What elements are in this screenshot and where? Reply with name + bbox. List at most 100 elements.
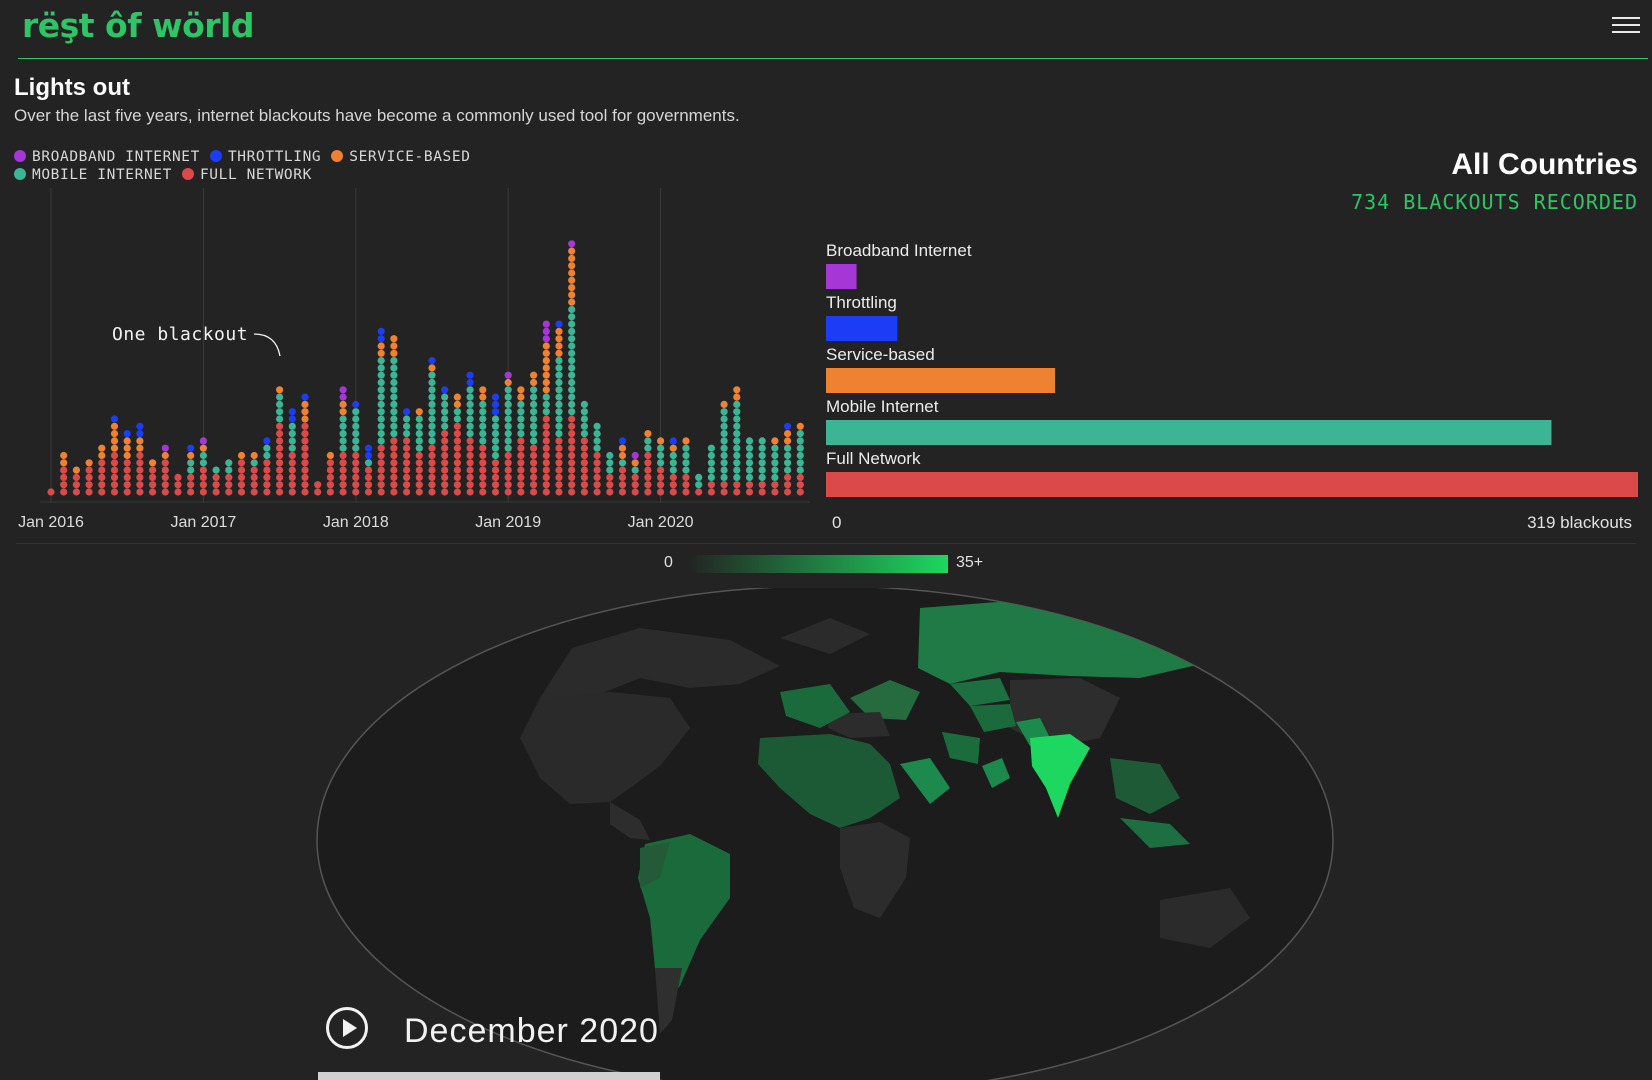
blackout-dot xyxy=(707,488,716,496)
blackout-dot xyxy=(301,459,309,467)
blackout-dot xyxy=(415,437,423,445)
blackout-dot xyxy=(733,488,741,496)
blackout-dot xyxy=(542,466,550,474)
blackout-dot xyxy=(276,481,284,489)
blackout-dot xyxy=(441,386,449,394)
blackout-dot xyxy=(364,459,373,467)
blackout-dot xyxy=(390,378,398,387)
blackout-dot xyxy=(453,422,461,430)
country-europe-west xyxy=(828,712,890,738)
blackout-dot xyxy=(669,451,677,460)
blackout-dot xyxy=(326,459,334,467)
country-algeria xyxy=(780,684,850,728)
blackout-dot xyxy=(644,430,652,438)
blackout-dot xyxy=(504,400,512,408)
blackout-dot xyxy=(644,481,652,489)
blackout-dot xyxy=(288,473,296,481)
blackout-dot xyxy=(745,437,754,445)
blackout-dot xyxy=(110,451,119,460)
blackout-dot xyxy=(542,459,550,467)
blackout-dot xyxy=(161,466,169,474)
legend-item[interactable]: MOBILE INTERNET xyxy=(14,166,172,184)
blackout-dot xyxy=(428,473,436,481)
blackout-dot xyxy=(796,444,804,452)
blackout-dot xyxy=(212,488,220,496)
blackout-dot xyxy=(542,386,550,394)
blackout-dot xyxy=(568,342,576,350)
blackout-dot xyxy=(428,386,436,394)
blackout-dot xyxy=(110,415,119,423)
blackout-dot xyxy=(568,313,576,321)
blackout-dot xyxy=(390,451,398,460)
legend-item[interactable]: SERVICE-BASED xyxy=(331,148,470,166)
blackout-dot xyxy=(555,393,563,401)
bar-axis-max-label: 319 blackouts xyxy=(1527,513,1632,532)
blackout-dot xyxy=(555,466,563,474)
blackout-dot xyxy=(403,422,411,430)
blackout-dot xyxy=(517,488,525,496)
blackout-dot xyxy=(225,481,233,489)
legend-item[interactable]: BROADBAND INTERNET xyxy=(14,148,200,166)
blackout-dot xyxy=(504,444,512,452)
blackout-dot xyxy=(580,400,589,408)
blackout-dot xyxy=(542,349,550,357)
blackout-dot xyxy=(441,422,449,430)
blackout-dot xyxy=(593,444,601,452)
blackout-dot xyxy=(784,466,792,474)
blackout-dot xyxy=(339,451,347,460)
blackout-dot xyxy=(580,473,589,481)
blackout-dot xyxy=(199,437,207,445)
blackout-dot xyxy=(644,459,652,467)
blackout-dot xyxy=(390,415,398,423)
blackout-dot xyxy=(733,408,741,416)
blackout-dot xyxy=(568,284,576,292)
blackout-dot xyxy=(415,466,423,474)
blackout-dot xyxy=(555,473,563,481)
blackout-dot xyxy=(352,473,360,481)
bar xyxy=(826,264,857,289)
blackout-dot xyxy=(758,473,766,481)
blackout-dot xyxy=(441,481,449,489)
blackout-dot xyxy=(301,400,309,408)
blackout-dot xyxy=(301,488,309,496)
blackout-dot xyxy=(530,459,538,467)
blackout-dot xyxy=(276,408,284,416)
timeline-progress-bar[interactable] xyxy=(318,1072,660,1080)
hamburger-menu-icon[interactable] xyxy=(1612,17,1640,37)
blackout-dot xyxy=(403,430,411,438)
x-tick-label: Jan 2019 xyxy=(475,514,541,531)
blackout-dot xyxy=(263,466,271,474)
blackout-dot xyxy=(568,422,576,430)
site-logo[interactable]: rëşt ôf wörld xyxy=(22,6,254,45)
monthly-dot-chart: Jan 2016 Jan 2017 Jan 2018 Jan 2019 Jan 2020… xyxy=(18,188,810,531)
country-arabia xyxy=(942,732,980,764)
blackout-dot xyxy=(136,444,144,452)
legend-item[interactable]: THROTTLING xyxy=(209,148,321,166)
blackout-dot xyxy=(682,481,690,489)
blackout-dot xyxy=(288,459,296,467)
world-map[interactable] xyxy=(310,588,1340,1080)
blackout-dot xyxy=(796,437,804,445)
blackout-dot xyxy=(618,488,627,496)
blackout-dot xyxy=(364,473,373,481)
blackout-dot xyxy=(631,451,639,460)
blackout-dot xyxy=(644,473,652,481)
blackout-dot xyxy=(136,459,144,467)
blackout-dot xyxy=(466,408,474,416)
scale-min-label: 0 xyxy=(664,554,673,571)
legend-item[interactable]: FULL NETWORK xyxy=(181,166,312,184)
blackout-dot xyxy=(339,437,347,445)
blackout-dot xyxy=(466,400,474,408)
blackout-dot xyxy=(276,459,284,467)
legend-dot-icon xyxy=(181,168,194,180)
play-button[interactable] xyxy=(326,1007,368,1049)
blackout-dot xyxy=(85,459,93,467)
type-bar-chart: Broadband Internet Throttling Service-base… xyxy=(826,241,1638,532)
blackout-dot xyxy=(428,437,436,445)
blackout-dot xyxy=(403,408,411,416)
blackout-dot xyxy=(390,430,398,438)
blackout-dot xyxy=(695,488,703,496)
blackout-dot xyxy=(707,473,716,481)
blackout-dot xyxy=(149,488,157,496)
blackout-dot xyxy=(110,430,119,438)
